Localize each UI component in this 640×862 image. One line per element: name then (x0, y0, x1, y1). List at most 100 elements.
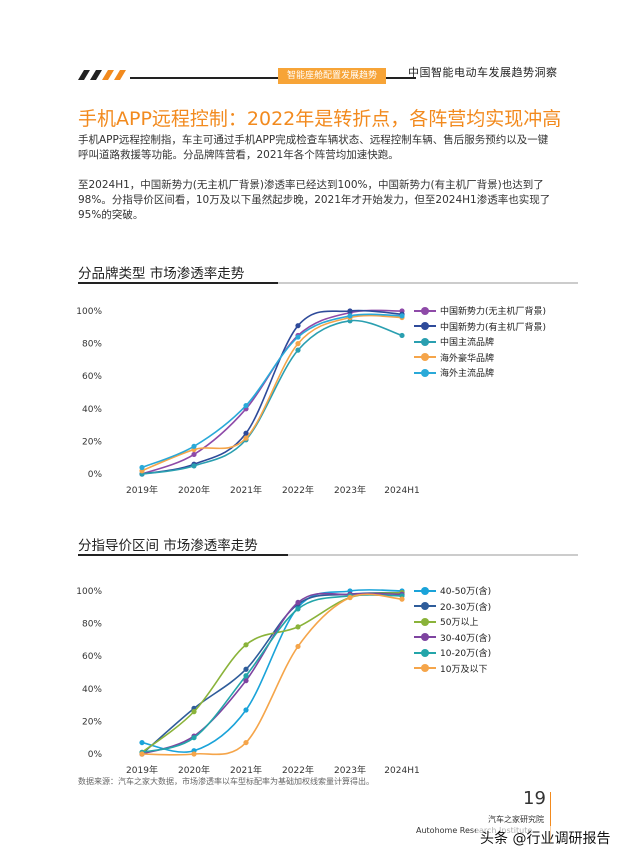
series-point (191, 463, 197, 469)
x-tick-label: 2023年 (334, 484, 366, 496)
legend-item: 30-40万(含) (414, 630, 491, 646)
page-title: 手机APP远程控制：2022年是转折点，各阵营均实现冲高 (78, 108, 562, 130)
legend-item: 中国主流品牌 (414, 334, 546, 350)
legend-item: 20-30万(含) (414, 599, 491, 615)
x-tick-label: 2022年 (282, 764, 314, 776)
series-point (347, 308, 353, 314)
legend-marker-icon (414, 306, 436, 316)
series-point (295, 599, 301, 606)
section-title-brand: 分品牌类型 市场渗透率走势 (78, 266, 245, 282)
chart-legend: 40-50万(含) 20-30万(含) 50万以上 30-40万(含) 10-20万(含… (414, 583, 491, 676)
series-point (139, 751, 145, 757)
chart-legend: 中国新势力(无主机厂背景) 中国新势力(有主机厂背景) 中国主流品牌 海外豪华品牌 海外… (414, 303, 546, 381)
y-tick-label: 80% (82, 620, 102, 630)
x-tick-label: 2021年 (230, 484, 262, 496)
y-tick-label: 100% (76, 307, 102, 317)
y-tick-label: 60% (82, 372, 102, 382)
y-tick-label: 40% (82, 405, 102, 415)
x-tick-label: 2020年 (178, 764, 210, 776)
legend-label: 中国主流品牌 (440, 338, 495, 349)
page-number: 19 (523, 788, 546, 809)
series-point (191, 451, 197, 458)
detail-paragraph: 至2024H1，中国新势力(无主机厂背景)渗透率已经达到100%，中国新势力(有… (78, 179, 551, 221)
series-point (243, 666, 249, 672)
legend-label: 20-30万(含) (440, 602, 492, 613)
y-tick-label: 40% (82, 685, 102, 695)
y-tick-label: 20% (82, 437, 102, 447)
legend-label: 50万以上 (440, 618, 479, 629)
legend-label: 海外豪华品牌 (440, 353, 495, 364)
header-line-left (130, 77, 280, 79)
legend-item: 中国新势力(无主机厂背景) (414, 303, 546, 319)
legend-item: 10万及以下 (414, 661, 491, 677)
intro-paragraph: 手机APP远程控制指，车主可通过手机APP完成检查车辆状态、远程控制车辆、售后服… (78, 134, 549, 161)
legend-label: 10万及以下 (440, 664, 488, 675)
legend-label: 中国新势力(有主机厂背景) (440, 322, 547, 333)
legend-label: 40-50万(含) (440, 587, 492, 598)
series-line (141, 593, 403, 756)
legend-label: 30-40万(含) (440, 633, 492, 644)
series-point (191, 735, 197, 741)
section-title-price: 分指导价区间 市场渗透率走势 (78, 538, 258, 554)
series-point (191, 709, 197, 715)
series-point (243, 707, 249, 713)
series-point (243, 402, 249, 409)
legend-item: 中国新势力(有主机厂背景) (414, 319, 546, 335)
series-point (295, 643, 301, 650)
series-point (191, 751, 197, 757)
series-point (347, 594, 353, 601)
series-line (141, 314, 403, 472)
legend-marker-icon (414, 321, 436, 331)
org-name-cn: 汽车之家研究院 (488, 815, 544, 824)
y-tick-label: 0% (88, 470, 103, 480)
series-point (295, 347, 301, 353)
series-point (399, 596, 405, 602)
series-line (141, 589, 403, 753)
header-line-right (386, 77, 416, 79)
legend-marker-icon (414, 601, 436, 611)
legend-item: 海外主流品牌 (414, 365, 546, 381)
legend-marker-icon (414, 337, 436, 347)
series-point (139, 739, 145, 746)
legend-item: 10-20万(含) (414, 645, 491, 661)
x-tick-label: 2022年 (282, 484, 314, 496)
page-number-divider (550, 792, 551, 842)
legend-marker-icon (414, 617, 436, 627)
legend-marker-icon (414, 586, 436, 596)
series-line (141, 591, 403, 755)
series-point (243, 435, 249, 441)
series-point (347, 313, 353, 319)
legend-item: 50万以上 (414, 614, 491, 630)
series-point (399, 313, 405, 319)
x-tick-label: 2019年 (126, 764, 158, 776)
legend-marker-icon (414, 648, 436, 658)
brand-penetration-chart: 0% 20% 40% 60% 80% 100% 2019年 2020年 2021年 2022年 20… (76, 307, 419, 496)
series-point (295, 334, 301, 340)
price-penetration-chart: 0% 20% 40% 60% 80% 100% 2019年 2020年 2021年 2022年 20… (76, 587, 419, 776)
series-point (243, 739, 249, 746)
header-section-tag: 智能座舱配置发展趋势 (278, 68, 386, 84)
legend-label: 海外主流品牌 (440, 369, 495, 380)
legend-marker-icon (414, 352, 436, 362)
series-point (295, 606, 301, 612)
legend-item: 海外豪华品牌 (414, 350, 546, 366)
x-tick-label: 2023年 (334, 764, 366, 776)
series-point (243, 673, 249, 679)
section-rule-price (78, 554, 578, 556)
legend-marker-icon (414, 663, 436, 673)
section-rule-brand (78, 282, 578, 284)
x-tick-label: 2024H1 (384, 766, 419, 776)
series-point (191, 443, 197, 449)
x-tick-label: 2024H1 (384, 486, 419, 496)
legend-item: 40-50万(含) (414, 583, 491, 599)
y-tick-label: 100% (76, 587, 102, 597)
series-point (399, 332, 405, 339)
series-point (243, 430, 249, 436)
x-tick-label: 2021年 (230, 764, 262, 776)
header-report-title: 中国智能电动车发展趋势洞察 (408, 66, 558, 79)
series-point (243, 642, 249, 648)
series-line (141, 592, 403, 755)
legend-marker-icon (414, 368, 436, 378)
series-line (141, 594, 403, 754)
y-tick-label: 0% (88, 750, 103, 760)
